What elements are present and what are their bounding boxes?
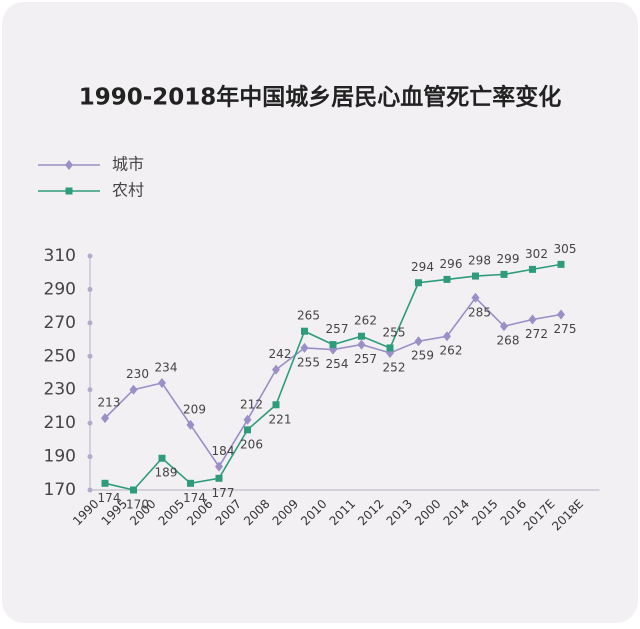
point [215, 461, 223, 472]
y-tick-mark [87, 286, 93, 292]
value-label: 170 [126, 498, 149, 512]
point [129, 384, 138, 395]
point [557, 309, 565, 320]
point [414, 336, 423, 347]
value-label: 254 [326, 357, 349, 371]
point [300, 342, 309, 353]
value-label: 272 [525, 327, 548, 341]
value-label: 252 [383, 360, 406, 374]
point [301, 327, 308, 335]
value-label: 184 [212, 444, 235, 458]
point [130, 486, 137, 494]
value-label: 298 [468, 254, 491, 268]
value-label: 174 [98, 491, 121, 505]
y-tick-label: 270 [44, 313, 76, 333]
y-tick-label: 190 [44, 447, 76, 467]
value-label: 242 [269, 347, 292, 361]
value-label: 302 [525, 247, 548, 261]
value-label: 177 [212, 486, 235, 500]
y-tick-mark [87, 353, 93, 359]
point [500, 270, 508, 278]
value-label: 255 [383, 325, 406, 339]
value-label: 305 [554, 242, 577, 256]
y-tick-mark [87, 387, 93, 393]
legend-label: 农村 [112, 181, 144, 200]
value-label: 189 [155, 466, 178, 480]
point [472, 272, 479, 280]
value-label: 257 [354, 352, 377, 366]
point [443, 275, 451, 283]
value-label: 234 [155, 361, 178, 375]
y-tick-mark [87, 253, 93, 259]
value-label: 255 [297, 355, 320, 369]
point [65, 187, 73, 195]
y-tick-mark [87, 487, 93, 493]
value-label: 209 [183, 402, 206, 416]
y-tick-label: 170 [44, 480, 76, 500]
value-label: 262 [354, 314, 377, 328]
point [187, 479, 194, 487]
y-tick-mark [87, 320, 93, 326]
value-label: 174 [183, 491, 206, 505]
point [529, 265, 536, 273]
point [65, 160, 73, 170]
point [358, 332, 365, 340]
value-label: 265 [297, 309, 320, 323]
point [557, 260, 565, 268]
point [357, 339, 366, 350]
y-tick-label: 210 [44, 413, 76, 433]
point [415, 279, 422, 287]
value-label: 296 [440, 257, 463, 271]
value-label: 259 [411, 349, 434, 363]
value-label: 285 [468, 305, 491, 319]
y-tick-label: 250 [44, 346, 76, 366]
y-tick-label: 310 [44, 246, 76, 266]
value-label: 221 [269, 412, 292, 426]
point [186, 419, 195, 430]
y-tick-mark [87, 454, 93, 460]
value-label: 213 [98, 396, 121, 410]
value-label: 275 [554, 322, 577, 336]
chart-title: 1990-2018年中国城乡居民心血管死亡率变化 [79, 84, 562, 111]
point [528, 314, 537, 325]
point [244, 426, 251, 434]
value-label: 230 [126, 367, 149, 381]
point [500, 321, 508, 332]
point [158, 378, 166, 389]
point [443, 331, 451, 342]
point [243, 414, 252, 425]
y-tick-label: 290 [44, 279, 76, 299]
point [101, 413, 109, 424]
point [272, 364, 280, 375]
value-label: 206 [240, 437, 263, 451]
value-label: 212 [240, 397, 263, 411]
point [272, 401, 280, 409]
value-label: 294 [411, 260, 434, 274]
legend-label: 城市 [112, 155, 144, 174]
value-label: 268 [497, 334, 520, 348]
point [329, 341, 337, 349]
point [101, 479, 109, 487]
point [215, 474, 223, 482]
point [471, 292, 480, 303]
value-label: 299 [497, 252, 520, 266]
y-tick-mark [87, 420, 93, 426]
value-label: 262 [440, 344, 463, 358]
value-label: 257 [326, 322, 349, 336]
y-tick-label: 230 [44, 380, 76, 400]
point [386, 344, 394, 352]
point [158, 454, 166, 462]
